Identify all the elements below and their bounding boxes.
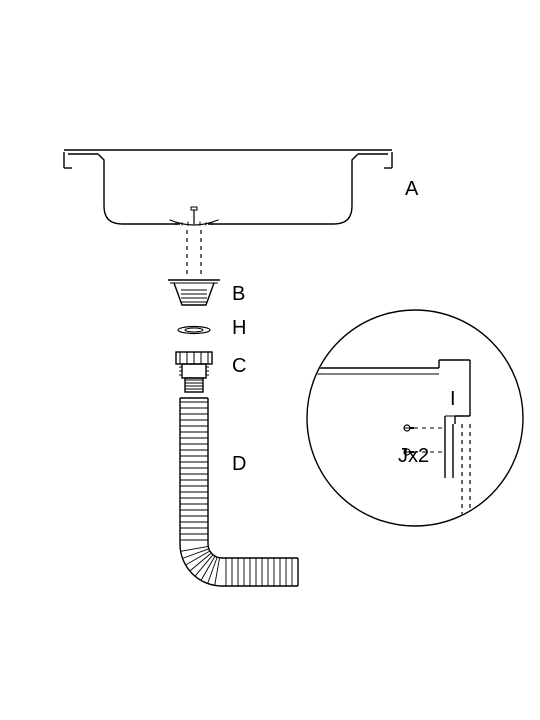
label-H: H <box>232 317 246 339</box>
label-D: D <box>232 453 246 475</box>
label-J: Jx2 <box>398 445 429 467</box>
label-B: B <box>232 283 245 305</box>
detail-circle <box>307 310 523 526</box>
label-C: C <box>232 355 246 377</box>
label-A: A <box>405 178 419 200</box>
label-I: I <box>450 388 456 410</box>
